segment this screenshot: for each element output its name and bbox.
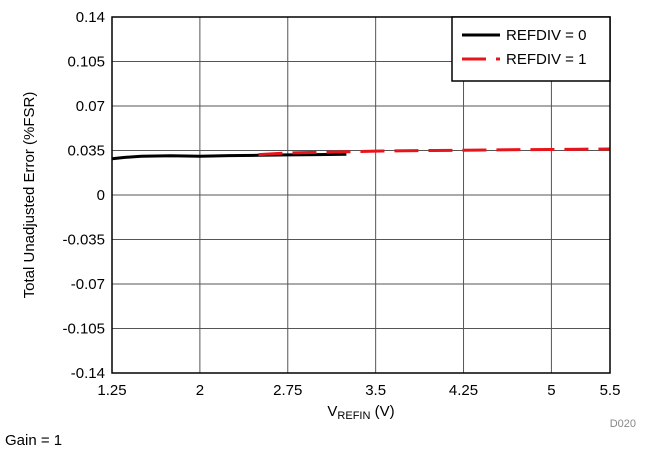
legend-label-1: REFDIV = 1 bbox=[506, 51, 586, 68]
tick-labels: 1.25 2 2.75 3.5 4.25 5 5.5 0.14 0.105 0.07 0.035 0 -… bbox=[62, 9, 620, 399]
x-tick-label: 2 bbox=[196, 382, 204, 399]
y-tick-label: 0.105 bbox=[67, 54, 105, 71]
footnote: Gain = 1 bbox=[5, 432, 63, 449]
y-tick-label: -0.105 bbox=[62, 321, 105, 338]
series-line-1 bbox=[258, 147, 611, 157]
x-axis-label-main: V bbox=[327, 403, 337, 420]
y-tick-label: 0.07 bbox=[76, 98, 105, 115]
legend: REFDIV = 0 REFDIV = 1 bbox=[451, 16, 611, 82]
legend-box bbox=[451, 16, 611, 82]
x-tick-label: 5.5 bbox=[600, 382, 621, 399]
x-tick-label: 4.25 bbox=[449, 382, 478, 399]
y-tick-label: -0.14 bbox=[71, 365, 105, 382]
plot-border bbox=[111, 16, 611, 374]
x-axis-label: VREFIN (V) bbox=[327, 403, 394, 422]
chart-svg: 1.25 2 2.75 3.5 4.25 5 5.5 0.14 0.105 0.07 0.035 0 -… bbox=[21, 9, 636, 430]
legend-label-0: REFDIV = 0 bbox=[506, 27, 586, 44]
series-line-0 bbox=[111, 152, 347, 161]
y-tick-label: -0.035 bbox=[62, 232, 105, 249]
x-axis-label-unit: (V) bbox=[370, 403, 394, 420]
x-tick-label: 3.5 bbox=[365, 382, 386, 399]
series-layer bbox=[111, 147, 611, 161]
x-tick-label: 5 bbox=[547, 382, 555, 399]
y-tick-label: 0.14 bbox=[76, 9, 105, 26]
y-tick-label: 0.035 bbox=[67, 143, 105, 160]
x-tick-label: 2.75 bbox=[273, 382, 302, 399]
figure-id: D020 bbox=[610, 418, 636, 430]
x-axis-label-subscript: REFIN bbox=[337, 410, 370, 422]
y-axis-label: Total Unadjusted Error (%FSR) bbox=[21, 92, 38, 299]
x-tick-label: 1.25 bbox=[97, 382, 126, 399]
y-tick-label: 0 bbox=[97, 187, 105, 204]
y-tick-label: -0.07 bbox=[71, 276, 105, 293]
